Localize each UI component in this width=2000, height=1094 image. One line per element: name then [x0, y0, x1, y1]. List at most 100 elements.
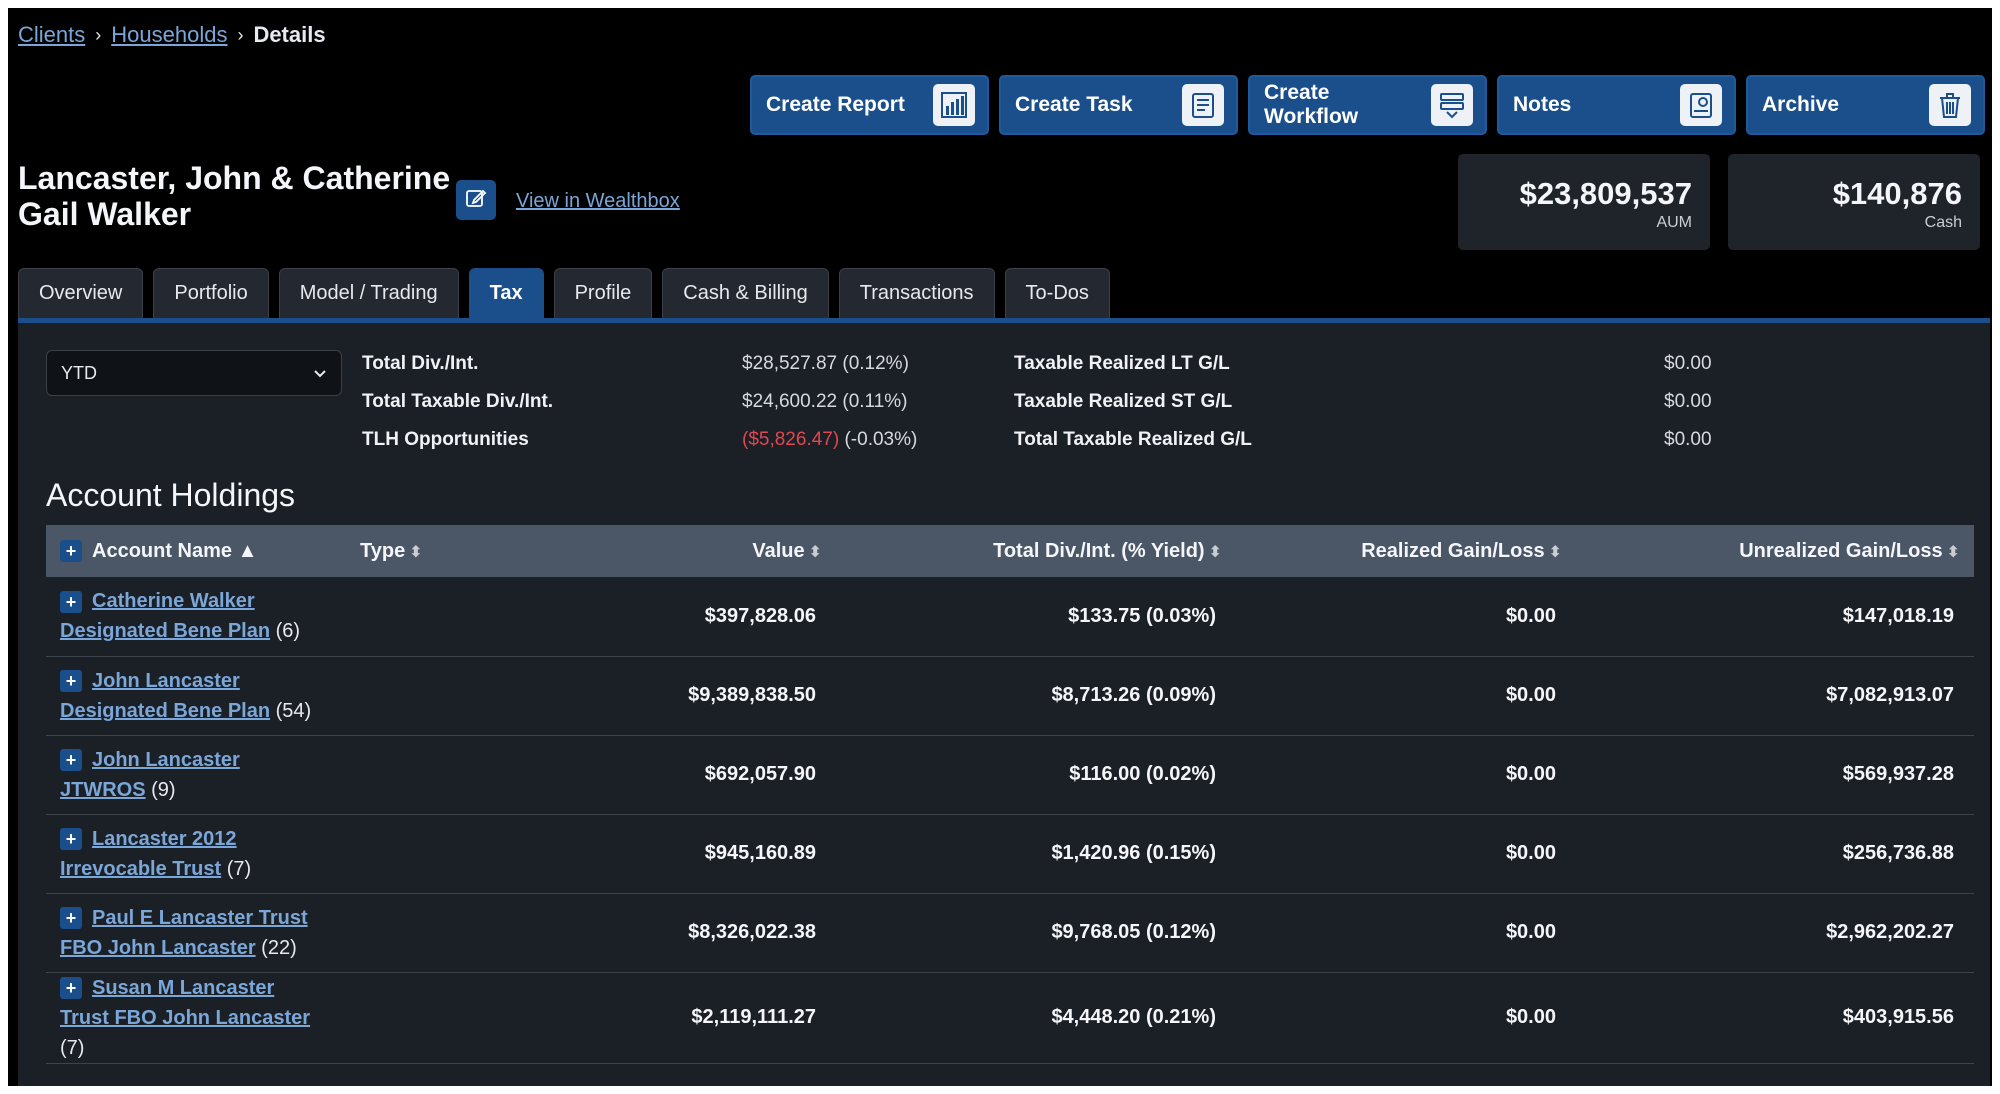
- holding-count: (22): [261, 936, 297, 959]
- col-total-div[interactable]: Total Div./Int. (% Yield) ⬍: [993, 539, 1222, 562]
- period-selected-value: YTD: [61, 362, 97, 383]
- value-cell: $8,326,022.38: [496, 893, 836, 973]
- tab-tax[interactable]: Tax: [468, 268, 544, 318]
- account-holdings-table: + Account Name ▲ Type ⬍ Value ⬍ Total Div./…: [46, 525, 1974, 1064]
- breadcrumb-separator: ›: [95, 24, 102, 45]
- div-cell: $133.75 (0.03%): [836, 577, 1236, 657]
- div-cell: $4,448.20 (0.21%): [836, 972, 1236, 1064]
- col-type[interactable]: Type ⬍: [360, 539, 423, 562]
- expand-row-icon[interactable]: +: [60, 907, 82, 930]
- account-link[interactable]: John Lancaster Designated Bene Plan: [60, 669, 271, 722]
- value-cell: $692,057.90: [496, 735, 836, 815]
- account-link[interactable]: John Lancaster JTWROS: [60, 748, 240, 801]
- expand-row-icon[interactable]: +: [60, 590, 82, 613]
- table-row: + Catherine Walker Designated Bene Plan (…: [46, 577, 1974, 657]
- expand-row-icon[interactable]: +: [60, 670, 82, 693]
- notes-label: Notes: [1513, 93, 1572, 116]
- create-workflow-button[interactable]: Create Workflow: [1248, 75, 1487, 135]
- account-name-cell: + John Lancaster Designated Bene Plan (54…: [46, 656, 346, 736]
- tab-portfolio[interactable]: Portfolio: [153, 268, 269, 318]
- notes-icon: [1680, 84, 1722, 126]
- col-account-name[interactable]: + Account Name ▲: [46, 525, 346, 577]
- aum-label: AUM: [1656, 214, 1692, 231]
- div-cell: $1,420.96 (0.15%): [836, 814, 1236, 894]
- account-link[interactable]: Catherine Walker Designated Bene Plan: [60, 590, 271, 643]
- tab-transactions[interactable]: Transactions: [838, 268, 995, 318]
- unrealized-cell: $7,082,913.07: [1576, 656, 1974, 736]
- account-link[interactable]: Paul E Lancaster Trust FBO John Lancaste…: [60, 906, 308, 959]
- unrealized-cell: $147,018.19: [1576, 577, 1974, 657]
- breadcrumb-separator: ›: [237, 24, 244, 45]
- sort-icon: ⬍: [1548, 543, 1562, 561]
- total-realized-label: Total Taxable Realized G/L: [1014, 429, 1252, 450]
- cash-label: Cash: [1924, 214, 1962, 231]
- breadcrumb-households-link[interactable]: Households: [111, 22, 228, 47]
- create-task-button[interactable]: Create Task: [999, 75, 1238, 135]
- archive-button[interactable]: Archive: [1746, 75, 1985, 135]
- holding-count: (6): [275, 620, 301, 643]
- expand-row-icon[interactable]: +: [60, 749, 82, 772]
- col-unrealized[interactable]: Unrealized Gain/Loss ⬍: [1739, 539, 1960, 562]
- realized-st-value: $0.00: [1664, 391, 1712, 412]
- tab-model-trading[interactable]: Model / Trading: [278, 268, 459, 318]
- realized-st-label: Taxable Realized ST G/L: [1014, 391, 1233, 412]
- household-title: Lancaster, John & Catherine Gail Walker: [18, 160, 451, 232]
- bar-chart-icon: [933, 84, 975, 126]
- realized-cell: $0.00: [1236, 577, 1576, 657]
- tlh-percent: (-0.03%): [844, 429, 918, 450]
- trash-icon: [1929, 84, 1971, 126]
- total-realized-value: $0.00: [1664, 429, 1712, 450]
- archive-label: Archive: [1762, 93, 1840, 116]
- account-name-cell: + Susan M Lancaster Trust FBO John Lancas…: [46, 972, 346, 1064]
- realized-cell: $0.00: [1236, 735, 1576, 815]
- holding-count: (54): [275, 699, 312, 722]
- chevron-down-icon: [313, 363, 327, 384]
- account-name-cell: + John Lancaster JTWROS (9): [46, 735, 346, 815]
- tab-overview[interactable]: Overview: [18, 268, 144, 318]
- table-row: + Lancaster 2012 Irrevocable Trust (7) $94…: [46, 814, 1974, 894]
- realized-cell: $0.00: [1236, 814, 1576, 894]
- app-frame: Clients › Households › Details Create Re…: [8, 8, 1992, 1086]
- view-in-wealthbox-link[interactable]: View in Wealthbox: [516, 190, 680, 212]
- table-row: + John Lancaster Designated Bene Plan (54…: [46, 656, 1974, 736]
- realized-cell: $0.00: [1236, 893, 1576, 973]
- div-cell: $116.00 (0.02%): [836, 735, 1236, 815]
- expand-row-icon[interactable]: +: [60, 977, 82, 1000]
- expand-row-icon[interactable]: +: [60, 828, 82, 851]
- account-name-cell: + Paul E Lancaster Trust FBO John Lancast…: [46, 893, 346, 973]
- holding-count: (9): [151, 778, 176, 801]
- edit-household-button[interactable]: [456, 180, 496, 220]
- div-cell: $8,713.26 (0.09%): [836, 656, 1236, 736]
- tab-underline: [18, 318, 1990, 323]
- expand-all-icon[interactable]: +: [60, 540, 82, 563]
- tab-profile[interactable]: Profile: [553, 268, 653, 318]
- aum-value: $23,809,537: [1519, 176, 1692, 211]
- create-report-button[interactable]: Create Report: [750, 75, 989, 135]
- table-row: + John Lancaster JTWROS (9) $692,057.90 $11…: [46, 735, 1974, 815]
- div-cell: $9,768.05 (0.12%): [836, 893, 1236, 973]
- period-select[interactable]: YTD: [46, 350, 342, 396]
- breadcrumb: Clients › Households › Details: [18, 22, 326, 48]
- tlh-label: TLH Opportunities: [362, 429, 529, 450]
- realized-cell: $0.00: [1236, 972, 1576, 1064]
- holding-count: (7): [60, 1036, 85, 1059]
- tab-cash-billing[interactable]: Cash & Billing: [662, 268, 829, 318]
- tab-to-dos[interactable]: To-Dos: [1004, 268, 1110, 318]
- sort-icon: ⬍: [1208, 543, 1222, 561]
- type-cell: [346, 577, 496, 657]
- type-cell: [346, 972, 496, 1064]
- unrealized-cell: $256,736.88: [1576, 814, 1974, 894]
- total-div-value: $28,527.87 (0.12%): [742, 353, 909, 374]
- tax-panel: YTD Total Div./Int. $28,527.87 (0.12%) T…: [18, 323, 1990, 1086]
- notes-button[interactable]: Notes: [1497, 75, 1736, 135]
- realized-lt-value: $0.00: [1664, 353, 1712, 374]
- account-link[interactable]: Lancaster 2012 Irrevocable Trust: [60, 827, 237, 880]
- account-name-cell: + Lancaster 2012 Irrevocable Trust (7): [46, 814, 346, 894]
- account-link[interactable]: Susan M Lancaster Trust FBO John Lancast…: [60, 976, 311, 1029]
- tab-bar: Overview Portfolio Model / Trading Tax P…: [18, 268, 1110, 318]
- col-realized[interactable]: Realized Gain/Loss ⬍: [1361, 539, 1562, 562]
- breadcrumb-clients-link[interactable]: Clients: [18, 22, 86, 47]
- task-list-icon: [1182, 84, 1224, 126]
- col-value[interactable]: Value ⬍: [752, 539, 822, 562]
- workflow-icon: [1431, 84, 1473, 126]
